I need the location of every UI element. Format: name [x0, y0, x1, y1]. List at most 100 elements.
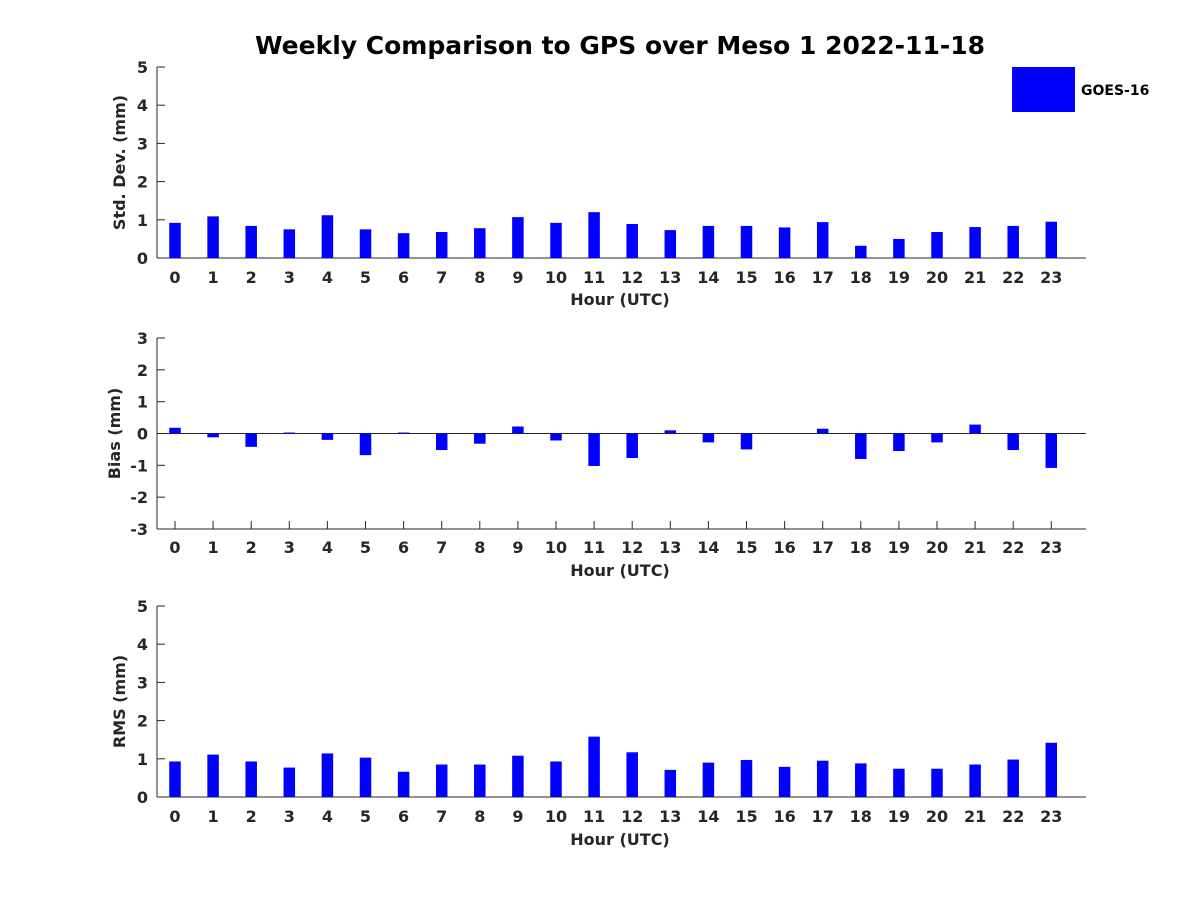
x-tick-label: 22	[1002, 807, 1024, 826]
x-tick-label: 21	[964, 268, 986, 287]
bar-goes-16-hour-21	[969, 227, 981, 258]
x-tick-label: 6	[398, 268, 409, 287]
bar-goes-16-hour-15	[740, 225, 753, 258]
bar-goes-16-hour-0	[169, 222, 181, 258]
x-tick-label: 21	[964, 807, 986, 826]
bar-goes-16-hour-21	[969, 424, 981, 434]
x-tick-label: 17	[812, 538, 834, 557]
legend-label-goes-16: GOES-16	[1081, 83, 1149, 99]
x-tick-label: 15	[735, 538, 757, 557]
bar-goes-16-hour-4	[321, 753, 334, 797]
x-tick-label: 23	[1040, 538, 1062, 557]
x-tick-label: 17	[812, 807, 834, 826]
bar-goes-16-hour-2	[245, 225, 257, 258]
x-tick-label: 4	[322, 807, 333, 826]
x-tick-label: 12	[621, 268, 643, 287]
y-tick-label: -1	[130, 456, 148, 475]
x-tick-label: 21	[964, 538, 986, 557]
x-tick-label: 8	[474, 807, 485, 826]
bar-goes-16-hour-12	[626, 224, 638, 258]
x-tick-label: 2	[246, 268, 257, 287]
x-tick-label: 9	[512, 807, 523, 826]
y-tick-label: -2	[130, 488, 148, 507]
x-tick-label: 23	[1040, 268, 1062, 287]
y-tick-label: 2	[137, 361, 148, 380]
bar-goes-16-hour-17	[816, 428, 829, 434]
y-tick-label: 2	[137, 173, 148, 192]
x-tick-label: 3	[284, 807, 295, 826]
y-tick-label: 2	[137, 712, 148, 731]
x-tick-label: 11	[583, 268, 605, 287]
x-tick-label: 0	[169, 538, 180, 557]
bar-goes-16-hour-4	[321, 433, 334, 440]
x-tick-label: 2	[246, 807, 257, 826]
x-tick-label: 14	[697, 268, 719, 287]
bar-goes-16-hour-22	[1007, 433, 1019, 451]
bar-goes-16-hour-9	[512, 217, 524, 258]
figure-title: Weekly Comparison to GPS over Meso 1 202…	[255, 31, 985, 60]
x-axis-label: Hour (UTC)	[570, 290, 670, 309]
x-tick-label: 18	[850, 538, 872, 557]
bar-goes-16-hour-19	[893, 768, 905, 797]
legend-swatch-goes-16	[1012, 67, 1075, 112]
bar-goes-16-hour-3	[283, 432, 296, 434]
x-tick-label: 1	[208, 538, 219, 557]
y-axis-label: RMS (mm)	[110, 655, 129, 748]
x-tick-label: 17	[812, 268, 834, 287]
x-tick-label: 7	[436, 807, 447, 826]
bar-goes-16-hour-14	[702, 433, 715, 443]
bar-goes-16-hour-22	[1007, 759, 1019, 797]
x-tick-label: 19	[888, 807, 910, 826]
x-tick-label: 18	[850, 268, 872, 287]
bar-goes-16-hour-14	[702, 225, 715, 258]
bar-goes-16-hour-8	[474, 433, 486, 444]
x-tick-label: 12	[621, 538, 643, 557]
bar-goes-16-hour-20	[931, 433, 943, 443]
bar-goes-16-hour-2	[245, 761, 257, 797]
bar-goes-16-hour-6	[397, 432, 410, 434]
bar-goes-16-hour-0	[169, 761, 181, 797]
x-tick-label: 11	[583, 538, 605, 557]
bar-goes-16-hour-6	[397, 233, 410, 258]
x-tick-label: 16	[773, 807, 795, 826]
bar-goes-16-hour-13	[664, 430, 677, 434]
legend: GOES-16	[1012, 67, 1149, 112]
bar-goes-16-hour-16	[778, 227, 791, 258]
y-tick-label: 0	[137, 788, 148, 807]
x-tick-label: 2	[246, 538, 257, 557]
y-tick-label: 1	[137, 211, 148, 230]
bar-goes-16-hour-10	[550, 433, 562, 441]
bar-goes-16-hour-20	[931, 232, 943, 258]
bar-goes-16-hour-8	[474, 764, 486, 797]
y-tick-label: 0	[137, 249, 148, 268]
bar-goes-16-hour-0	[169, 427, 181, 434]
bar-goes-16-hour-12	[626, 752, 638, 797]
bar-goes-16-hour-1	[207, 433, 219, 438]
bar-goes-16-hour-18	[855, 433, 867, 459]
x-tick-label: 19	[888, 268, 910, 287]
x-tick-label: 12	[621, 807, 643, 826]
y-tick-label: -3	[130, 520, 148, 539]
x-tick-label: 10	[545, 268, 567, 287]
x-tick-label: 15	[735, 807, 757, 826]
x-tick-label: 1	[208, 268, 219, 287]
y-tick-label: 5	[137, 58, 148, 77]
y-tick-label: 1	[137, 393, 148, 412]
x-tick-label: 5	[360, 807, 371, 826]
x-tick-label: 15	[735, 268, 757, 287]
x-tick-label: 3	[284, 268, 295, 287]
bar-goes-16-hour-5	[359, 757, 372, 797]
x-tick-label: 3	[284, 538, 295, 557]
x-tick-label: 23	[1040, 807, 1062, 826]
y-tick-label: 1	[137, 750, 148, 769]
bar-goes-16-hour-1	[207, 216, 219, 258]
bar-goes-16-hour-10	[550, 222, 562, 258]
y-tick-label: 4	[137, 96, 148, 115]
x-tick-label: 9	[512, 538, 523, 557]
y-tick-label: 4	[137, 635, 148, 654]
x-tick-label: 8	[474, 538, 485, 557]
bar-goes-16-hour-3	[283, 767, 296, 797]
